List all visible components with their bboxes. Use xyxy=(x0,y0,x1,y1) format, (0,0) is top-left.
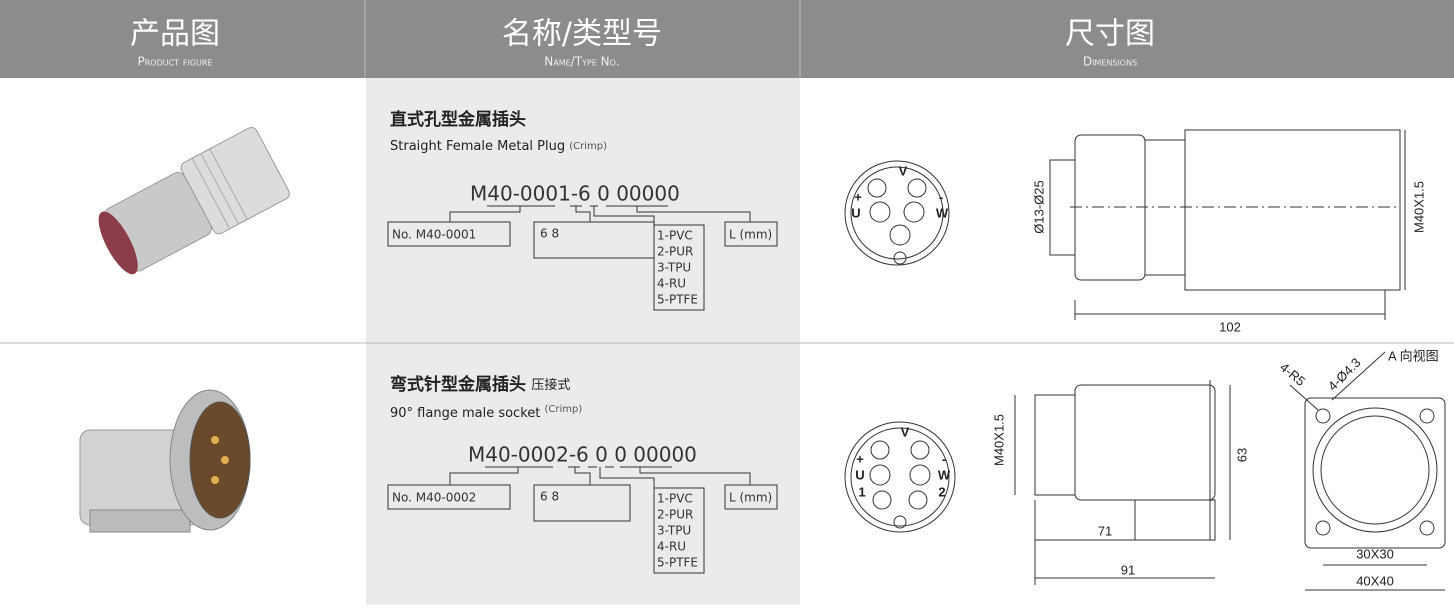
header-bar xyxy=(0,0,1454,78)
header-title: 尺寸图 xyxy=(1065,17,1155,52)
height-dimension: 63 xyxy=(1234,448,1249,462)
radius-label: 4-R5 xyxy=(1277,359,1308,389)
material: 2-PUR xyxy=(657,245,693,259)
type-number: No. M40-0002 xyxy=(392,491,476,505)
pin-face xyxy=(844,421,956,533)
material: 4-RU xyxy=(657,277,686,291)
length: L (mm) xyxy=(729,228,772,242)
inner-dimension: 30X30 xyxy=(1356,546,1394,561)
length-dimension: 71 xyxy=(1098,523,1112,538)
thread-dimension: M40X1.5 xyxy=(991,414,1006,466)
name-note: 压接式 xyxy=(531,377,570,393)
name-en: 90° flange male socket xyxy=(390,406,540,421)
pin-face xyxy=(844,160,950,266)
name: 弯式针型金属插头 xyxy=(390,374,526,395)
outer-dimension: 40X40 xyxy=(1356,573,1394,588)
name-en: Straight Female Metal Plug xyxy=(390,139,565,154)
material: 1-PVC xyxy=(657,229,693,243)
product-name: 直式孔型金属插头 xyxy=(390,109,526,130)
material: 5-PTFE xyxy=(657,556,698,570)
product-image xyxy=(79,389,251,533)
pin-label: 1 xyxy=(858,484,865,499)
pin-label: + xyxy=(856,451,864,466)
type-code: M40-0001-6 0 00000 xyxy=(470,182,680,206)
product-name-en: 90° flange male socket (Crimp) xyxy=(390,404,582,421)
material: 5-PTFE xyxy=(657,293,698,307)
material: 3-TPU xyxy=(657,524,691,538)
pin-label: 2 xyxy=(938,484,945,499)
length-dimension: 91 xyxy=(1121,562,1135,577)
crimp: (Crimp) xyxy=(569,141,607,152)
product-name: 弯式针型金属插头 压接式 xyxy=(390,374,570,395)
pin-label: - xyxy=(939,189,943,204)
pin-label: W xyxy=(938,467,951,482)
material: 4-RU xyxy=(657,540,686,554)
pin-label: + xyxy=(854,189,862,204)
header-title: 名称/类型号 xyxy=(502,17,662,52)
header-subtitle: Product figure xyxy=(137,55,212,69)
thread-dimension: M40X1.5 xyxy=(1411,181,1426,233)
header-subtitle: Name/Type No. xyxy=(544,55,619,69)
digits: 6 8 xyxy=(540,490,559,504)
product-image xyxy=(98,127,290,275)
code-leaders xyxy=(387,205,778,311)
material: 3-TPU xyxy=(657,261,691,275)
pin-label: W xyxy=(936,205,949,220)
pin-label: - xyxy=(942,451,946,466)
code-leaders xyxy=(387,466,778,574)
header-subtitle: Dimensions xyxy=(1083,55,1137,69)
length: L (mm) xyxy=(729,491,772,505)
type-code: M40-0002-6 0 0 00000 xyxy=(468,443,697,467)
material: 1-PVC xyxy=(657,492,693,506)
cable-dimension: Ø13-Ø25 xyxy=(1031,180,1046,233)
hole-label: 4-Ø4.3 xyxy=(1325,355,1364,394)
pin-label: U xyxy=(855,467,864,482)
view-label: A 向视图 xyxy=(1388,348,1439,363)
header-title: 产品图 xyxy=(130,17,220,52)
type-number: No. M40-0001 xyxy=(392,228,476,242)
product-name-en: Straight Female Metal Plug (Crimp) xyxy=(390,139,607,154)
plug-drawing xyxy=(1049,129,1406,320)
pin-label: V xyxy=(899,163,908,178)
name-column-bg xyxy=(366,78,800,605)
material: 2-PUR xyxy=(657,508,693,522)
crimp: (Crimp) xyxy=(545,404,583,415)
socket-drawing xyxy=(1014,351,1446,591)
pin-label: U xyxy=(851,205,860,220)
digits: 6 8 xyxy=(540,227,559,241)
pin-label: V xyxy=(901,424,910,439)
length-dimension: 102 xyxy=(1219,319,1241,334)
